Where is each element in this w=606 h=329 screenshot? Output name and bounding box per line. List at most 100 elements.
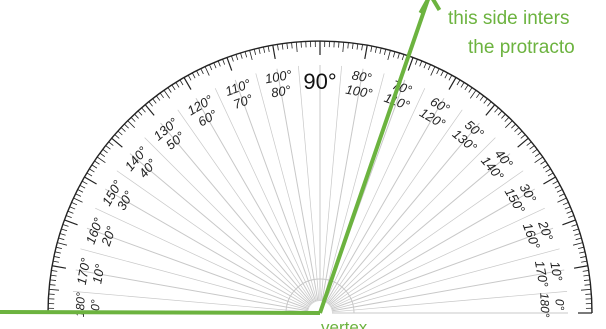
tick-mark <box>572 242 583 246</box>
ray-line <box>330 188 536 308</box>
label-inner-10: 170° <box>532 259 551 288</box>
tick-mark <box>392 51 396 58</box>
ray-line <box>329 170 524 307</box>
tick-mark <box>213 62 217 69</box>
tick-mark <box>69 206 76 210</box>
tick-mark <box>49 279 57 281</box>
tick-mark <box>436 68 440 75</box>
label-edge-right-outer: 0° <box>552 299 566 311</box>
ray-line <box>331 227 554 310</box>
tick-mark <box>476 92 481 99</box>
label-90-degrees: 90° <box>303 69 336 94</box>
tick-mark <box>200 68 204 75</box>
tick-mark <box>423 62 427 69</box>
tick-mark <box>540 160 546 165</box>
annotation-note-line2: the protracto <box>468 37 575 58</box>
tick-mark <box>552 180 559 185</box>
tick-mark <box>52 265 67 269</box>
tick-mark <box>231 55 234 62</box>
tick-mark <box>137 110 143 116</box>
tick-mark <box>444 72 449 79</box>
tick-mark <box>566 210 573 214</box>
tick-mark <box>94 160 100 165</box>
tick-mark <box>235 54 239 61</box>
tick-mark <box>50 274 57 277</box>
tick-mark <box>401 54 405 61</box>
tick-mark <box>267 45 270 52</box>
tick-mark <box>356 43 359 50</box>
tick-mark <box>573 265 588 269</box>
tick-mark <box>583 274 590 277</box>
tick-mark <box>583 279 591 281</box>
tick-mark <box>501 113 506 119</box>
tick-mark <box>574 233 581 236</box>
protractor-ticks <box>48 41 592 314</box>
tick-mark <box>542 164 549 169</box>
ray-line <box>86 227 309 310</box>
ray-line <box>234 79 317 302</box>
tick-mark <box>167 87 172 93</box>
tick-mark <box>511 123 516 129</box>
ray-line <box>129 153 312 306</box>
tick-mark <box>99 152 106 157</box>
tick-mark <box>387 50 391 61</box>
measured-ray-line <box>318 0 430 314</box>
tick-mark <box>529 145 535 150</box>
ray-line <box>331 291 568 313</box>
tick-mark <box>272 45 276 60</box>
tick-mark <box>281 43 284 50</box>
vertex-label: vertex <box>321 318 368 329</box>
tick-mark <box>427 64 431 71</box>
tick-mark <box>534 156 544 164</box>
tick-mark <box>155 95 161 101</box>
ray-line <box>177 109 314 304</box>
arrow-icon <box>418 0 442 14</box>
tick-mark <box>111 137 123 148</box>
ray-line <box>214 88 316 303</box>
label-inner-100: 80° <box>270 82 292 100</box>
tick-mark <box>191 72 196 79</box>
tick-mark <box>383 48 387 55</box>
ray-line <box>330 207 545 309</box>
tick-mark <box>494 107 499 113</box>
tick-mark <box>370 45 373 52</box>
ray-line <box>298 65 320 302</box>
tick-mark <box>134 113 139 119</box>
tick-mark <box>374 46 377 53</box>
tick-mark <box>347 42 349 49</box>
tick-mark <box>543 176 556 185</box>
protractor-inner-arc <box>285 278 355 314</box>
tick-mark <box>171 84 176 91</box>
ray-line <box>331 269 565 312</box>
tick-mark <box>534 152 541 157</box>
tick-mark <box>105 145 111 150</box>
tick-mark <box>558 193 565 197</box>
label-outer-20: 20° <box>535 218 556 243</box>
tick-mark <box>196 70 200 77</box>
tick-mark <box>554 184 561 189</box>
tick-mark <box>568 215 575 219</box>
tick-mark <box>557 197 567 203</box>
tick-mark <box>240 52 243 59</box>
tick-mark <box>86 172 93 177</box>
tick-mark <box>440 70 444 77</box>
tick-mark <box>73 197 83 203</box>
ray-line <box>321 68 364 302</box>
tick-mark <box>89 168 95 173</box>
ray-line <box>144 137 312 305</box>
label-outer-80: 80° <box>351 67 373 85</box>
ray-line <box>320 65 342 302</box>
tick-mark <box>485 104 496 116</box>
tick-mark <box>187 74 192 81</box>
tick-mark <box>209 64 213 71</box>
tick-mark <box>81 180 88 185</box>
tick-mark <box>286 42 288 50</box>
tick-mark <box>572 228 579 232</box>
tick-mark <box>75 193 82 197</box>
tick-mark <box>579 251 586 254</box>
tick-mark <box>120 127 126 132</box>
tick-mark <box>61 228 68 232</box>
label-inner-110: 70° <box>231 91 255 112</box>
tick-mark <box>379 47 382 54</box>
tick-mark <box>468 87 473 93</box>
